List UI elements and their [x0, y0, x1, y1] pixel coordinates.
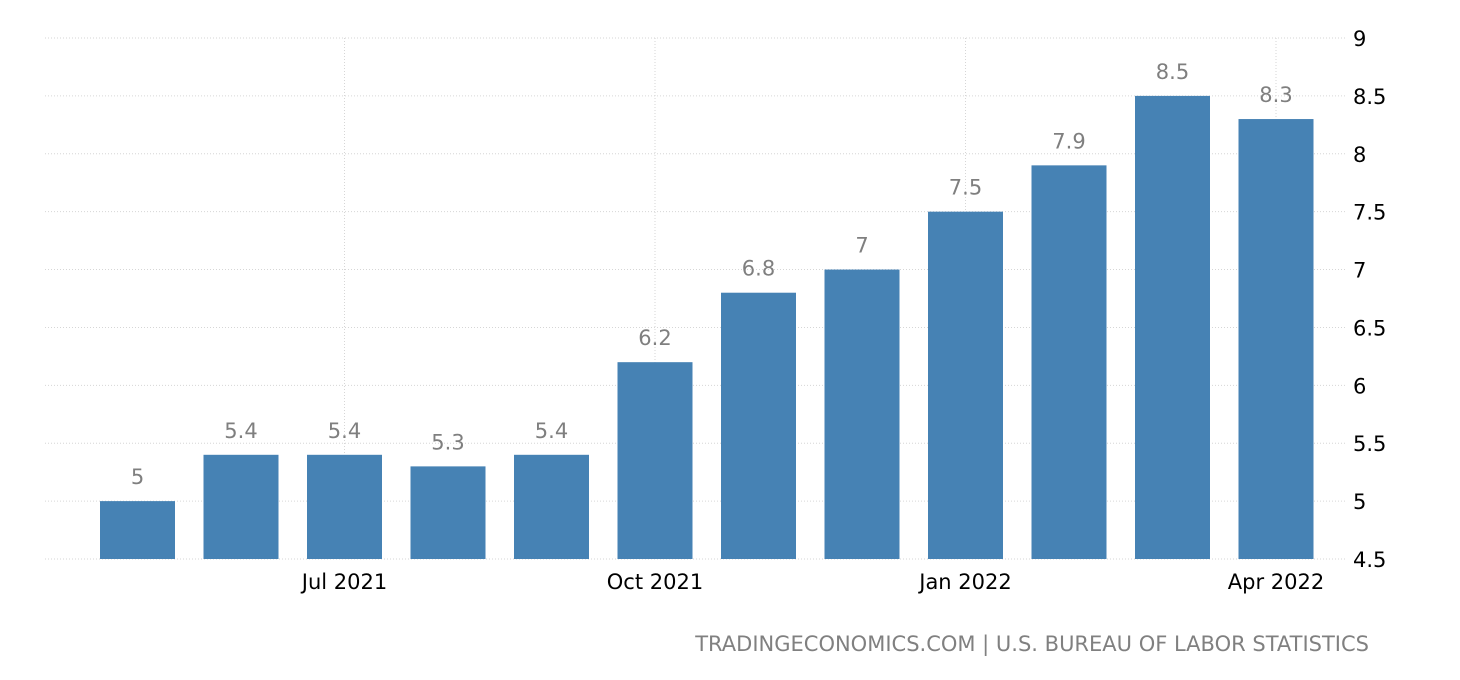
bar	[100, 501, 175, 559]
source-credit: TRADINGECONOMICS.COM | U.S. BUREAU OF LA…	[694, 632, 1369, 657]
y-tick-label: 9	[1353, 27, 1366, 51]
bar	[617, 362, 693, 559]
y-tick-label: 6.5	[1353, 316, 1386, 340]
y-tick-label: 7	[1353, 259, 1366, 283]
data-label: 8.3	[1259, 83, 1292, 107]
data-label: 5.4	[328, 419, 361, 443]
bar	[1031, 165, 1107, 559]
y-axis: 4.5 5 5.5 6 6.5 7 7.5 8 8.5 9	[1353, 27, 1386, 572]
y-tick-label: 6	[1353, 374, 1366, 398]
bar	[721, 292, 796, 559]
data-label: 5	[131, 465, 144, 489]
x-tick-label: Oct 2021	[607, 570, 703, 594]
y-tick-label: 8.5	[1353, 85, 1386, 109]
data-label: 6.2	[638, 326, 671, 350]
y-tick-label: 8	[1353, 143, 1366, 167]
y-tick-label: 4.5	[1353, 548, 1386, 572]
bar	[307, 454, 382, 559]
data-label: 5.3	[431, 430, 464, 454]
x-tick-label: Apr 2022	[1228, 570, 1324, 594]
y-tick-label: 7.5	[1353, 201, 1386, 225]
bar	[824, 269, 900, 559]
bar	[410, 466, 486, 559]
x-axis: Jul 2021 Oct 2021 Jan 2022 Apr 2022	[300, 570, 1324, 594]
y-tick-label: 5	[1353, 490, 1366, 514]
data-label: 5.4	[224, 419, 257, 443]
x-tick-label: Jan 2022	[917, 570, 1012, 594]
y-tick-label: 5.5	[1353, 432, 1386, 456]
data-label: 6.8	[742, 257, 775, 281]
data-labels: 5 5.4 5.4 5.3 5.4 6.2 6.8 7 7.5 7.9 8.5 8.3	[131, 60, 1293, 489]
data-label: 7.5	[949, 176, 982, 200]
x-tick-label: Jul 2021	[300, 570, 387, 594]
bar	[1135, 95, 1210, 559]
bar	[1238, 119, 1314, 560]
grid-lines	[45, 37, 1345, 560]
data-label: 5.4	[535, 419, 568, 443]
bar	[514, 454, 589, 559]
bar	[928, 211, 1003, 559]
data-label: 7	[855, 234, 868, 258]
bar	[203, 454, 279, 559]
bars	[100, 95, 1314, 560]
data-label: 7.9	[1052, 129, 1085, 153]
data-label: 8.5	[1156, 60, 1189, 84]
